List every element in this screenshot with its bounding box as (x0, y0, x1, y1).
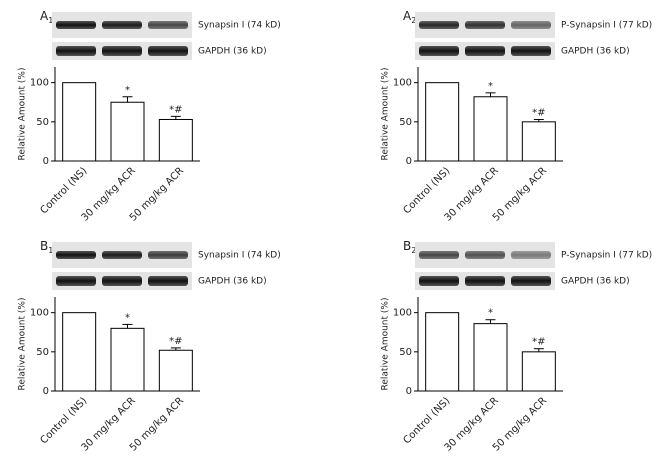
blot-band (419, 46, 459, 56)
blot-band (148, 21, 188, 29)
blot-band (148, 276, 188, 286)
panel-subscript: 1 (48, 246, 53, 255)
y-axis-label: Relative Amount (%) (381, 298, 391, 391)
blot-band (102, 251, 142, 259)
blot-label: Synapsin I (74 kD) (198, 251, 281, 261)
significance-label: * (488, 308, 493, 319)
significance-label: * (125, 312, 130, 323)
blot-band (56, 251, 96, 259)
panel-subscript: 1 (48, 16, 53, 25)
blot-band (102, 46, 142, 56)
blot-label: GAPDH (36 kD) (198, 47, 267, 57)
y-tick-label: 0 (43, 156, 49, 167)
blot-band (511, 251, 551, 259)
significance-label: *# (532, 107, 545, 118)
blot-band (56, 46, 96, 56)
y-tick-label: 100 (393, 78, 412, 89)
blot-band (148, 46, 188, 56)
bar (158, 118, 193, 162)
bar (110, 101, 145, 162)
x-tick-label: Control (NS) (402, 395, 453, 446)
panel-label: A1 (40, 9, 53, 25)
bar (110, 327, 145, 392)
error-bar (170, 347, 181, 351)
blot-band (148, 251, 188, 259)
bar (62, 312, 97, 392)
panel-letter: B (40, 239, 48, 253)
error-bar (485, 319, 496, 324)
error-bar (533, 348, 544, 352)
blot-band (465, 276, 505, 286)
blot-label: GAPDH (36 kD) (561, 47, 630, 57)
x-tick-label: Control (NS) (402, 165, 453, 216)
panel-label: B2 (403, 239, 416, 255)
error-bar (170, 115, 181, 120)
panel-subscript: 2 (411, 246, 416, 255)
x-tick-label: Control (NS) (39, 395, 90, 446)
panel: B2 P-Synapsin I (77 kD) GAPDH (36 kD) 0 50 10… (381, 239, 653, 454)
blot-label: Synapsin I (74 kD) (198, 21, 281, 31)
y-tick-label: 50 (36, 347, 49, 358)
panel-label: A2 (403, 9, 416, 25)
bar (521, 121, 556, 162)
y-axis-label: Relative Amount (%) (381, 68, 391, 161)
y-tick-label: 100 (30, 78, 49, 89)
x-tick-label: Control (NS) (39, 165, 90, 216)
significance-label: * (125, 85, 130, 96)
blot-label: P-Synapsin I (77 kD) (561, 21, 652, 31)
blot-band (102, 276, 142, 286)
blot-band (511, 21, 551, 29)
blot-band (419, 21, 459, 29)
blot-band (102, 21, 142, 29)
panel-subscript: 2 (411, 16, 416, 25)
y-axis-label: Relative Amount (%) (18, 68, 28, 161)
error-bar (533, 118, 544, 122)
y-tick-label: 0 (43, 386, 49, 397)
panel: A2 P-Synapsin I (77 kD) GAPDH (36 kD) 0 50 10… (381, 9, 653, 224)
blot-band (465, 251, 505, 259)
error-bar (122, 96, 133, 103)
error-bar (485, 92, 496, 97)
panel-letter: B (403, 239, 411, 253)
blot-band (465, 21, 505, 29)
y-tick-label: 100 (30, 308, 49, 319)
significance-label: *# (532, 337, 545, 348)
significance-label: *# (169, 336, 182, 347)
blot-label: GAPDH (36 kD) (561, 277, 630, 287)
y-tick-label: 50 (36, 117, 49, 128)
blot-band (419, 276, 459, 286)
bar (425, 312, 460, 392)
blot-band (465, 46, 505, 56)
blot-band (511, 46, 551, 56)
y-axis-label: Relative Amount (%) (18, 298, 28, 391)
panel-letter: A (40, 9, 49, 23)
bar (473, 323, 508, 392)
significance-label: *# (169, 104, 182, 115)
y-tick-label: 100 (393, 308, 412, 319)
bar (62, 82, 97, 162)
blot-band (419, 251, 459, 259)
blot-band (511, 276, 551, 286)
panel-letter: A (403, 9, 412, 23)
y-tick-label: 0 (406, 156, 412, 167)
blot-label: GAPDH (36 kD) (198, 277, 267, 287)
significance-label: * (488, 81, 493, 92)
blot-band (56, 276, 96, 286)
y-tick-label: 50 (399, 117, 412, 128)
panel: B1 Synapsin I (74 kD) GAPDH (36 kD) 0 50 100R… (18, 239, 281, 454)
bar (425, 82, 460, 162)
panel-label: B1 (40, 239, 53, 255)
blot-label: P-Synapsin I (77 kD) (561, 251, 652, 261)
bar (521, 351, 556, 392)
panel: A1 Synapsin I (74 kD) GAPDH (36 kD) 0 50 100R… (18, 9, 281, 224)
y-tick-label: 50 (399, 347, 412, 358)
bar (473, 96, 508, 162)
y-tick-label: 0 (406, 386, 412, 397)
blot-band (56, 21, 96, 29)
error-bar (122, 323, 133, 329)
bar (158, 349, 193, 392)
